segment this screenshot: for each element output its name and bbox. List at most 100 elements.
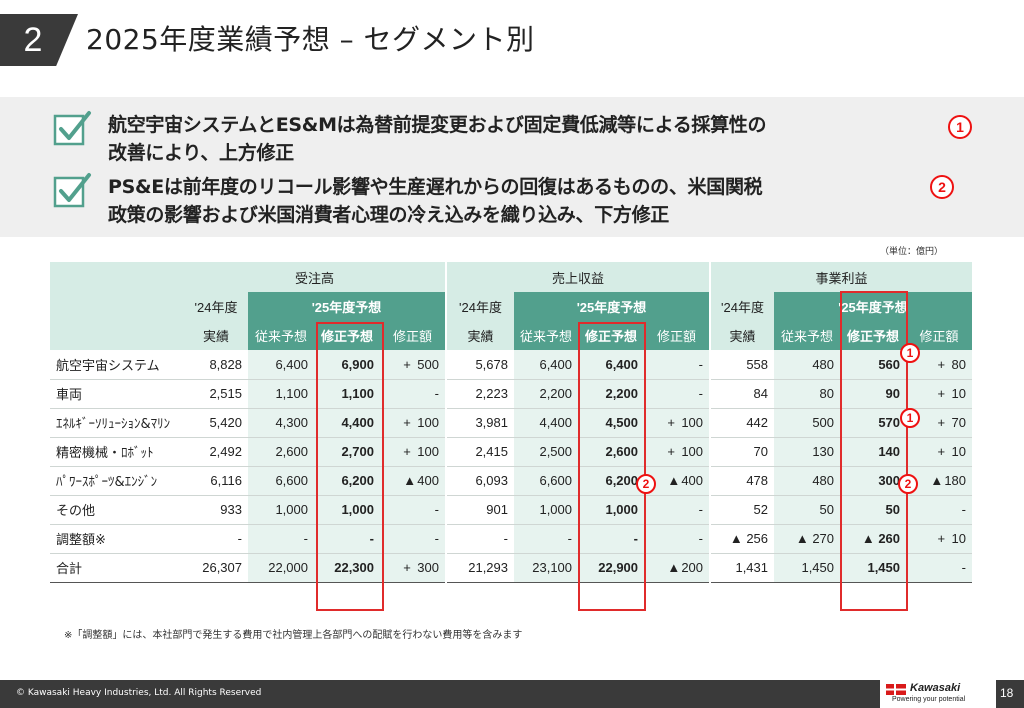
column-header: 従来予想 xyxy=(514,321,579,350)
row-label: ﾊﾟﾜｰｽﾎﾟｰﾂ&ｴﾝｼﾞﾝ xyxy=(50,466,184,496)
marker-circle-2: 2 xyxy=(636,474,656,494)
table-row: 合計 26,307 22,000 22,300 +300 21,293 23,100 22,9… xyxy=(50,552,973,583)
footnote: ※「調整額」には、本社部門で発生する費用で社内管理上各部門への配賦を行わない費用… xyxy=(64,630,523,641)
forecast-label: '25年度予想 xyxy=(514,292,711,321)
forecast-label: '25年度予想 xyxy=(248,292,446,321)
prior-forecast-value: 1,000 xyxy=(248,495,314,525)
actual-value: 442 xyxy=(709,408,775,438)
prior-forecast-value: ▲ 270 xyxy=(774,524,841,554)
group-header: 売上収益 xyxy=(444,262,711,292)
revision-value: - xyxy=(434,531,439,546)
marker-circle-1: 1 xyxy=(900,408,920,428)
revision-value: - xyxy=(434,386,439,401)
actual-value: 901 xyxy=(445,495,514,525)
actual-value: 2,415 xyxy=(445,437,514,467)
prior-forecast-value: 4,400 xyxy=(514,408,579,438)
revised-forecast-value: 6,900 xyxy=(314,350,380,380)
actual-value: - xyxy=(184,524,248,554)
revised-forecast-value: 560 xyxy=(840,350,907,380)
revision-sign: + xyxy=(937,444,946,459)
revision-value: 500 xyxy=(417,356,439,372)
revised-forecast-value: 2,200 xyxy=(578,379,645,409)
revision-value: 180 xyxy=(944,473,967,488)
actual-value: 5,420 xyxy=(184,408,248,438)
actual-value: 3,981 xyxy=(445,408,514,438)
revision-value: - xyxy=(698,386,704,401)
revision-amount: ▲200 xyxy=(644,552,711,583)
prior-forecast-value: 6,600 xyxy=(514,466,579,496)
row-label: 調整額※ xyxy=(50,524,184,554)
revision-value: 80 xyxy=(951,356,967,372)
logo-name: Kawasaki xyxy=(910,682,961,694)
row-label: 車両 xyxy=(50,379,184,409)
column-header: 修正額 xyxy=(644,321,711,350)
prev-year-label: '24年度 xyxy=(184,292,248,321)
revision-value: 100 xyxy=(681,444,704,459)
unit-note: （単位：億円） xyxy=(880,247,944,257)
revised-forecast-value: 1,000 xyxy=(578,495,645,525)
revised-forecast-value: 6,400 xyxy=(578,350,645,380)
prior-forecast-value: 4,300 xyxy=(248,408,314,438)
revision-value: 200 xyxy=(681,560,704,575)
prior-forecast-value: 80 xyxy=(774,379,841,409)
column-header: 修正予想 xyxy=(840,321,907,350)
marker-circle-2: 2 xyxy=(930,175,954,199)
revision-sign: + xyxy=(403,356,411,372)
prior-forecast-value: 1,100 xyxy=(248,379,314,409)
prior-forecast-value: 500 xyxy=(774,408,841,438)
corner-cell xyxy=(50,292,184,321)
row-label: 航空宇宙システム xyxy=(50,350,184,380)
revised-forecast-value: 22,300 xyxy=(314,552,380,583)
revision-value: - xyxy=(961,502,967,517)
prior-forecast-value: 1,000 xyxy=(514,495,579,525)
summary-point-text: 航空宇宙システムとES&Mは為替前提変更および固定費低減等による採算性の 改善に… xyxy=(108,114,767,164)
revision-amount: - xyxy=(380,524,446,554)
revision-sign: + xyxy=(937,531,946,546)
page-number: 18 xyxy=(1000,686,1014,700)
revision-sign: + xyxy=(667,415,675,430)
prior-forecast-value: 6,600 xyxy=(248,466,314,496)
actual-label: 実績 xyxy=(184,321,248,350)
revision-amount: +100 xyxy=(380,408,446,438)
revision-amount: - xyxy=(644,379,711,409)
slide-header: 2 2025年度業績予想 – セグメント別 xyxy=(0,0,1024,72)
revision-value: 400 xyxy=(417,473,439,488)
revision-sign: ▲ xyxy=(403,473,417,488)
revision-amount: +10 xyxy=(906,437,973,467)
revised-forecast-value: 140 xyxy=(840,437,907,467)
actual-value: 52 xyxy=(709,495,775,525)
revision-sign: + xyxy=(403,444,411,459)
revision-amount: ▲400 xyxy=(644,466,711,496)
row-label: ｴﾈﾙｷﾞｰｿﾘｭｰｼｮﾝ&ﾏﾘﾝ xyxy=(50,408,184,438)
revision-sign: + xyxy=(403,560,411,575)
revision-amount: +100 xyxy=(644,408,711,438)
revision-value: 70 xyxy=(951,415,967,430)
revised-forecast-value: 6,200 xyxy=(578,466,645,496)
prior-forecast-value: 2,200 xyxy=(514,379,579,409)
revised-forecast-value: 1,000 xyxy=(314,495,380,525)
revision-value: - xyxy=(434,502,439,517)
revised-forecast-value: - xyxy=(314,524,380,554)
prior-forecast-value: 480 xyxy=(774,466,841,496)
revision-sign: + xyxy=(667,444,675,459)
column-header: 修正予想 xyxy=(578,321,645,350)
revision-value: 100 xyxy=(681,415,704,430)
revision-sign: ▲ xyxy=(667,560,681,575)
checkbox-checked-icon xyxy=(53,173,91,208)
table-row: ﾊﾟﾜｰｽﾎﾟｰﾂ&ｴﾝｼﾞﾝ 6,116 6,600 6,200 ▲400 6,093 6… xyxy=(50,466,973,496)
revision-amount: - xyxy=(906,552,973,583)
actual-value: 26,307 xyxy=(184,552,248,583)
actual-value: 8,828 xyxy=(184,350,248,380)
summary-point-text: PS&Eは前年度のリコール影響や生産遅れからの回復はあるものの、米国関税 政策の… xyxy=(108,176,763,226)
prior-forecast-value: 23,100 xyxy=(514,552,579,583)
actual-value: 2,223 xyxy=(445,379,514,409)
section-number: 2 xyxy=(23,21,43,59)
actual-label: 実績 xyxy=(445,321,514,350)
corner-cell xyxy=(50,321,184,350)
prior-forecast-value: - xyxy=(248,524,314,554)
row-label: その他 xyxy=(50,495,184,525)
revision-amount: +100 xyxy=(380,437,446,467)
revised-forecast-value: 4,400 xyxy=(314,408,380,438)
revision-amount: - xyxy=(380,379,446,409)
actual-value: ▲ 256 xyxy=(709,524,775,554)
